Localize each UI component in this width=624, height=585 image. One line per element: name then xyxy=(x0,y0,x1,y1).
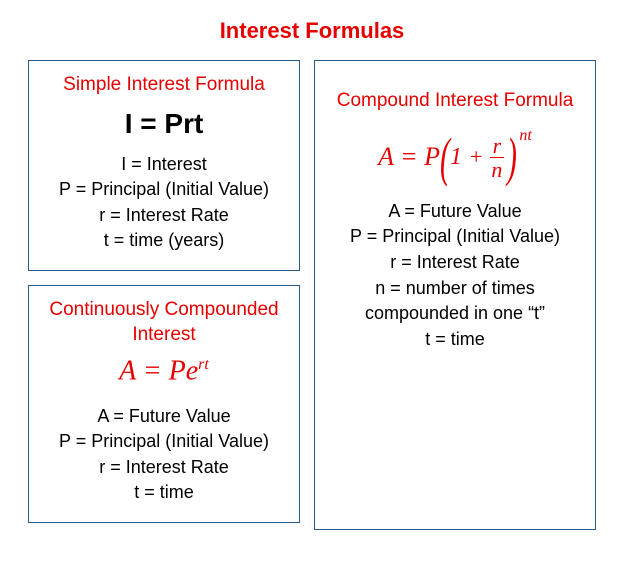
formula-fraction: r n xyxy=(488,134,505,181)
def-line: P = Principal (Initial Value) xyxy=(39,429,289,455)
formula-exp: rt xyxy=(198,356,209,373)
continuous-interest-card: Continuously Compounded Interest A = Per… xyxy=(28,285,300,523)
continuous-formula: A = Pert xyxy=(39,357,289,385)
right-paren: ) xyxy=(507,136,517,179)
def-line: r = Interest Rate xyxy=(325,250,585,276)
def-line: r = Interest Rate xyxy=(39,203,289,229)
simple-interest-card: Simple Interest Formula I = Prt I = Inte… xyxy=(28,60,300,271)
page-title: Interest Formulas xyxy=(28,18,596,44)
def-line: t = time (years) xyxy=(39,228,289,254)
def-line: r = Interest Rate xyxy=(39,455,289,481)
compound-interest-card: Compound Interest Formula A = P ( 1 + r … xyxy=(314,60,596,530)
compound-title: Compound Interest Formula xyxy=(325,89,585,114)
compound-formula: A = P ( 1 + r n ) nt xyxy=(325,134,585,181)
def-line: P = Principal (Initial Value) xyxy=(39,177,289,203)
continuous-defs: A = Future Value P = Principal (Initial … xyxy=(39,404,289,506)
formula-exp: nt xyxy=(519,128,531,144)
def-line: n = number of times compounded in one “t… xyxy=(325,276,585,327)
def-line: t = time xyxy=(39,480,289,506)
simple-title: Simple Interest Formula xyxy=(39,73,289,98)
frac-num: r xyxy=(490,134,505,158)
formula-lhs: A = P xyxy=(378,144,440,170)
formula-lhs: A = Pe xyxy=(119,356,198,387)
formula-one: 1 xyxy=(450,145,462,169)
compound-defs: A = Future Value P = Principal (Initial … xyxy=(325,199,585,352)
def-line: A = Future Value xyxy=(39,404,289,430)
def-line: A = Future Value xyxy=(325,199,585,225)
continuous-title: Continuously Compounded Interest xyxy=(39,298,289,347)
formula-plus: + xyxy=(470,146,482,168)
left-paren: ( xyxy=(440,136,450,179)
def-line: I = Interest xyxy=(39,152,289,178)
simple-defs: I = Interest P = Principal (Initial Valu… xyxy=(39,152,289,254)
frac-den: n xyxy=(488,158,505,181)
simple-formula: I = Prt xyxy=(39,108,289,140)
def-line: P = Principal (Initial Value) xyxy=(325,224,585,250)
def-line: t = time xyxy=(325,327,585,353)
formula-grid: Simple Interest Formula I = Prt I = Inte… xyxy=(28,60,596,530)
